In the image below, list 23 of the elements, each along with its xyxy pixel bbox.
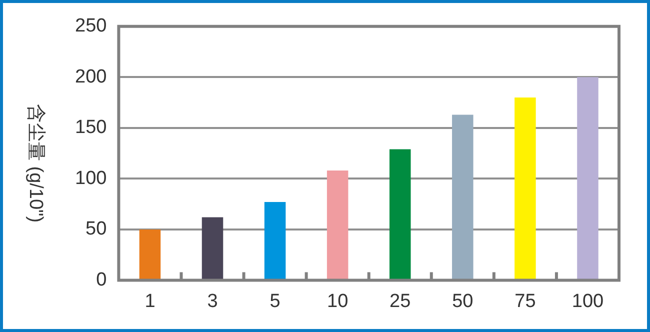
- x-tick-label: 1: [144, 290, 156, 312]
- y-tick-label: 100: [75, 168, 107, 189]
- bar: [577, 77, 598, 280]
- bar: [326, 170, 348, 280]
- y-tick-label: 250: [75, 16, 107, 37]
- y-tick-label: 0: [96, 269, 107, 290]
- x-tick-label: 5: [270, 290, 280, 312]
- y-tick-label: 150: [75, 117, 107, 138]
- bar: [202, 217, 224, 280]
- bar: [139, 229, 161, 280]
- y-tick-label: 50: [86, 218, 107, 240]
- bar: [264, 202, 286, 280]
- bar: [514, 97, 536, 280]
- x-tick-label: 100: [572, 290, 604, 312]
- y-tick-label: 200: [75, 66, 107, 88]
- x-tick-label: 50: [452, 290, 474, 312]
- x-tick-label: 75: [514, 290, 536, 312]
- y-axis-title: 含尘量 (g/10"): [24, 104, 46, 223]
- x-tick-label: 3: [207, 290, 218, 312]
- bar: [389, 149, 411, 280]
- bar: [452, 114, 474, 280]
- x-tick-label: 25: [390, 290, 411, 312]
- x-tick-label: 10: [327, 290, 348, 312]
